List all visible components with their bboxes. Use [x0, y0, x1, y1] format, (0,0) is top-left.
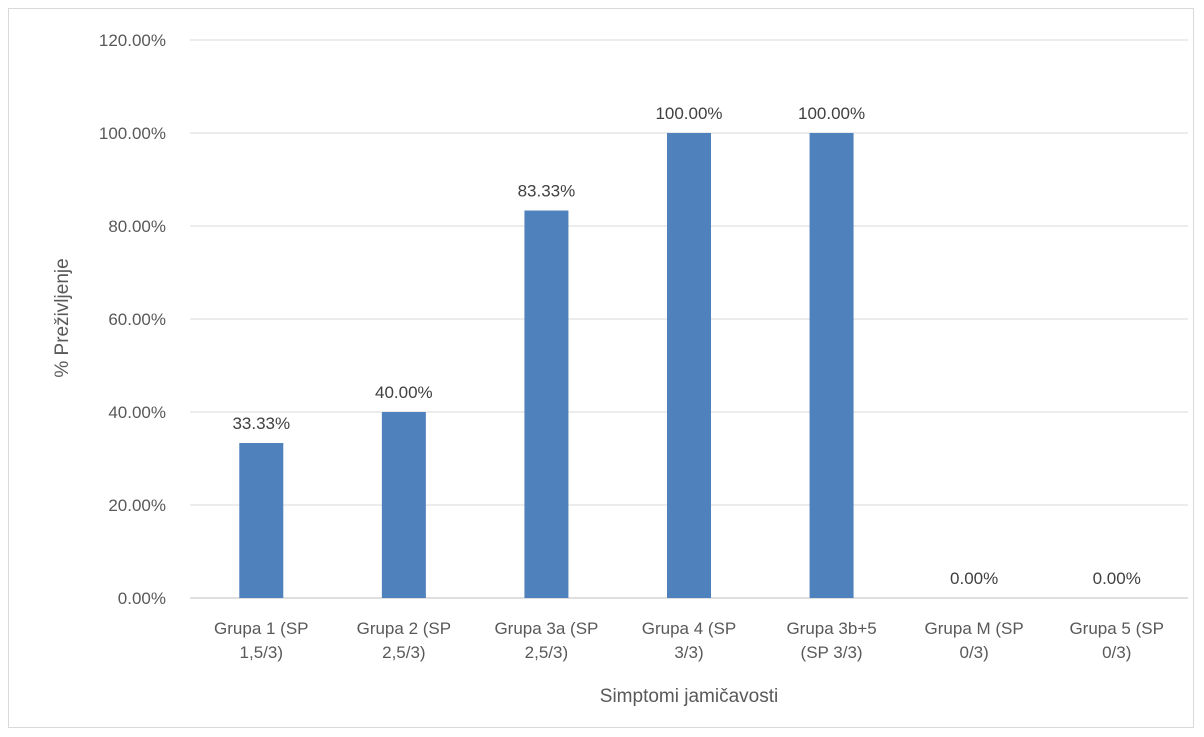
- data-labels: 33.33% 40.00% 83.33% 100.00% 100.00% 0.00% 0.0…: [232, 104, 1140, 588]
- x-category-label: 3/3): [674, 643, 703, 662]
- data-label: 33.33%: [232, 414, 290, 433]
- y-tick-label: 60.00%: [108, 310, 166, 329]
- y-tick-label: 80.00%: [108, 217, 166, 236]
- x-category-label: Grupa 3b+5: [786, 619, 876, 638]
- x-category-label: 0/3): [1102, 643, 1131, 662]
- x-category-label: 2,5/3): [382, 643, 425, 662]
- bar: [381, 412, 426, 598]
- x-category-label: Grupa 5 (SP: [1069, 619, 1164, 638]
- data-label: 0.00%: [950, 569, 998, 588]
- x-category-label: 2,5/3): [525, 643, 568, 662]
- y-tick-label: 40.00%: [108, 403, 166, 422]
- y-tick-label: 0.00%: [118, 589, 166, 608]
- x-category-label: Grupa 4 (SP: [642, 619, 737, 638]
- y-axis-ticks: 0.00% 20.00% 40.00% 60.00% 80.00% 100.00% 120.…: [99, 31, 166, 608]
- x-category-label: Grupa 2 (SP: [357, 619, 452, 638]
- y-tick-label: 20.00%: [108, 496, 166, 515]
- x-axis-title: Simptomi jamičavosti: [600, 686, 778, 707]
- x-category-label: 1,5/3): [240, 643, 283, 662]
- y-axis-title: % Preživljenje: [52, 258, 73, 377]
- y-tick-label: 100.00%: [99, 124, 166, 143]
- y-tick-label: 120.00%: [99, 31, 166, 50]
- data-label: 100.00%: [655, 104, 722, 123]
- x-category-label: 0/3): [959, 643, 988, 662]
- x-category-label: Grupa 3a (SP: [494, 619, 598, 638]
- data-label: 100.00%: [798, 104, 865, 123]
- x-axis-categories: Grupa 1 (SP 1,5/3) Grupa 2 (SP 2,5/3) Grupa …: [214, 619, 1164, 662]
- bar: [667, 133, 711, 598]
- x-category-label: (SP 3/3): [801, 643, 863, 662]
- chart-frame: [8, 8, 1194, 728]
- bar: [239, 443, 284, 598]
- bars: [239, 133, 854, 598]
- x-category-label: Grupa M (SP: [925, 619, 1024, 638]
- bar: [524, 210, 569, 598]
- data-label: 0.00%: [1093, 569, 1141, 588]
- data-label: 40.00%: [375, 383, 433, 402]
- x-category-label: Grupa 1 (SP: [214, 619, 309, 638]
- bar: [809, 133, 854, 598]
- data-label: 83.33%: [518, 182, 576, 201]
